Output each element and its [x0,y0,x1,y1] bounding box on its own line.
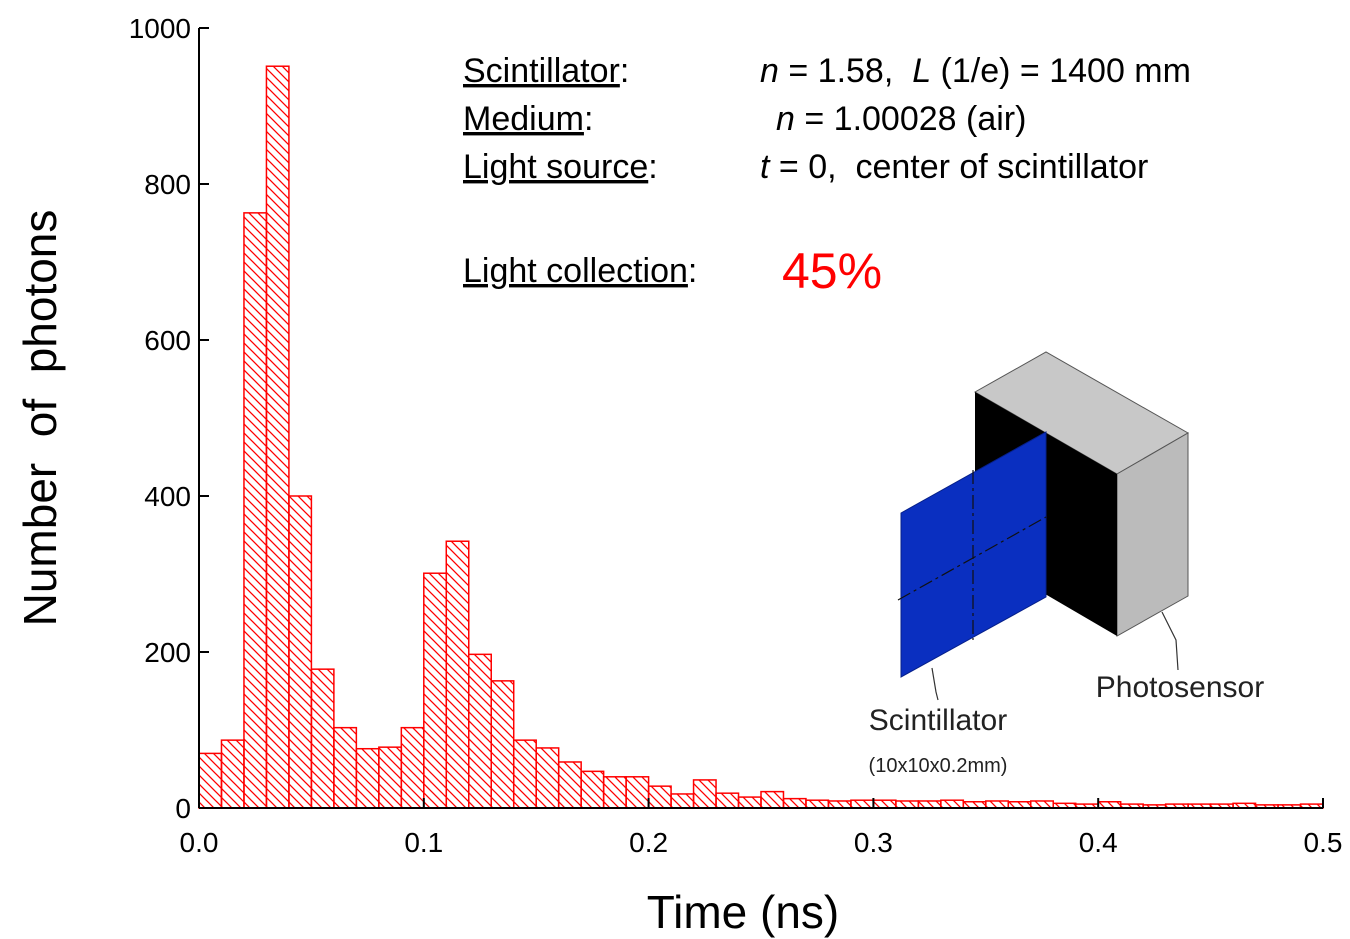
bar [895,800,920,809]
colon: : [688,252,697,290]
leader [931,667,939,701]
bar [760,790,785,809]
part: t [760,148,771,186]
x-tick-label: 0.2 [629,827,668,858]
bar [535,747,560,809]
bar [468,653,492,809]
part: = 1.58, [779,52,912,90]
bar [850,799,875,809]
y-tick-label: 200 [144,637,191,668]
diagram-label: (10x10x0.2mm) [869,755,1008,777]
bar [288,495,313,809]
part: (1/e) = 1400 mm [931,52,1191,90]
bar [602,776,627,809]
bar [670,793,695,809]
bar [243,212,268,809]
annotation-value: n = 1.58, L (1/e) = 1400 mm [760,52,1191,90]
bar [1030,800,1054,809]
part: n [760,52,779,90]
colon: : [620,52,629,90]
bar [445,540,470,809]
x-axis-label: Time (ns) [647,886,840,938]
bar [917,800,942,809]
bar [782,797,807,809]
part: n [776,100,795,138]
x-tick-label: 0.3 [854,827,893,858]
bar [580,770,605,809]
bar [872,799,897,809]
light-collection-value: 45% [782,243,882,299]
annotation: Light collection: [463,252,697,290]
annotation: Medium: [463,100,593,138]
x-tick-label: 0.0 [180,827,219,858]
colon: : [648,148,657,186]
bar [715,792,740,809]
annotations: Scintillator: n = 1.58, L (1/e) = 1400 m… [463,52,1191,299]
bar [692,779,717,809]
bar [647,785,672,809]
diagram-label: Photosensor [1096,671,1264,704]
colon: : [584,100,593,138]
bar [198,752,223,809]
y-tick-label: 0 [175,793,191,824]
bar [310,668,335,809]
bar [557,761,582,809]
part: = 1.00028 (air) [795,100,1027,138]
y-axis-label: Number of photons [14,210,66,627]
bar [333,726,358,809]
x-tick-label: 0.1 [404,827,443,858]
part: L [912,52,931,90]
diagram: Scintillator (10x10x0.2mm) Photosensor [869,351,1264,777]
bar [985,800,1010,809]
y-tick-label: 1000 [129,13,191,44]
bar [378,746,403,809]
bar [827,800,852,809]
bar [423,572,448,809]
part: = 0, center of scintillator [769,148,1148,186]
y-tick-label: 800 [144,169,191,200]
bar [355,747,380,809]
annotation: Light source: [463,148,658,186]
label: Light collection [463,252,688,290]
bar [512,739,537,809]
x-tick-label: 0.5 [1304,827,1343,858]
bar [625,776,650,809]
annotation-value: t = 0, center of scintillator [760,148,1148,186]
bar [737,796,762,809]
label: Scintillator [463,52,620,90]
label: Medium [463,100,584,138]
axis-line [897,516,1047,601]
x-tick-label: 0.4 [1079,827,1118,858]
bar [265,65,290,809]
leader [1161,611,1179,671]
y-tick-label: 600 [144,325,191,356]
bar [400,726,425,809]
label: Light source [463,148,648,186]
bar [805,799,830,809]
annotation: Scintillator: [463,52,629,90]
diagram-label: Scintillator [869,704,1007,737]
bar [220,739,245,809]
bar [490,680,515,809]
annotation-value: n = 1.00028 (air) [776,100,1026,138]
y-tick-label: 400 [144,481,191,512]
bar [940,799,965,809]
